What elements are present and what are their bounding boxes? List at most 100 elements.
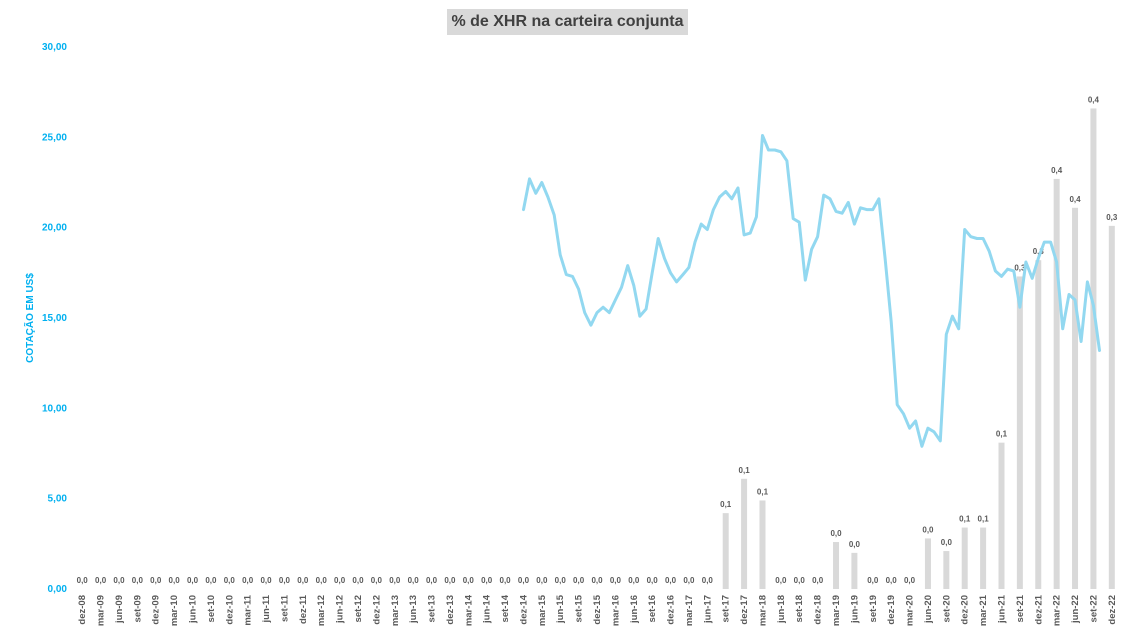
x-tick-label: set-19: [868, 595, 879, 622]
x-tick-label: dez-18: [813, 595, 824, 625]
x-tick-label: dez-12: [371, 595, 382, 625]
x-tick-label: dez-20: [960, 595, 971, 625]
bar: [943, 551, 950, 589]
x-tick-label: dez-09: [151, 595, 162, 625]
bar: [1108, 225, 1115, 590]
bar: [980, 527, 987, 589]
x-tick-label: set-10: [206, 595, 217, 622]
x-tick-label: mar-15: [537, 594, 548, 626]
bar: [851, 552, 858, 589]
x-tick-label: dez-11: [298, 594, 309, 624]
bar-data-label: 0,0: [941, 538, 953, 547]
bar-data-label: 0,0: [904, 576, 916, 585]
bar: [1072, 207, 1079, 589]
x-tick-label: set-16: [647, 595, 658, 622]
x-tick-label: dez-15: [592, 594, 603, 624]
x-tick-label: mar-11: [243, 594, 254, 625]
x-tick-label: dez-14: [519, 594, 530, 624]
bar-data-label: 0,0: [647, 576, 659, 585]
bar-data-label: 0,0: [463, 576, 475, 585]
x-tick-label: jun-22: [1070, 595, 1081, 624]
x-tick-label: jun-15: [555, 594, 566, 624]
bar: [1035, 260, 1042, 589]
x-tick-label: dez-13: [445, 595, 456, 625]
bar-data-label: 0,0: [573, 576, 585, 585]
bar-data-label: 0,0: [95, 576, 107, 585]
bar-data-label: 0,0: [867, 576, 879, 585]
bar-data-label: 0,0: [812, 576, 824, 585]
bar-data-label: 0,0: [113, 576, 125, 585]
x-tick-label: jun-18: [776, 595, 787, 624]
x-tick-label: dez-17: [739, 595, 750, 625]
bar-data-labels: 0,0 0,0 0,0 0,0 0,0 0,0 0,0 0,0 0,0 0,0 0,0 0,0 0,0 0…: [77, 95, 1118, 585]
x-tick-label: dez-21: [1033, 594, 1044, 624]
x-tick-label: mar-09: [96, 595, 107, 626]
bar-data-label: 0,4: [1088, 95, 1100, 104]
bar-data-label: 0,1: [739, 466, 751, 475]
line-series: [522, 134, 1101, 448]
x-tick-label: set-14: [500, 594, 511, 622]
y-tick-label: 10,00: [42, 403, 67, 414]
bar-data-label: 0,0: [260, 576, 272, 585]
x-tick-label: jun-10: [188, 595, 199, 624]
x-tick-label: set-22: [1088, 595, 1099, 622]
x-tick-label: mar-20: [905, 595, 916, 626]
bar-data-label: 0,0: [316, 576, 328, 585]
bar-data-label: 0,0: [279, 576, 291, 585]
y-tick-label: 5,00: [48, 494, 68, 505]
bar-data-label: 0,0: [555, 576, 567, 585]
x-tick-label: set-17: [721, 595, 732, 622]
y-axis: 0,00 5,00 10,00 15,00 20,00 25,00 30,00: [42, 42, 67, 595]
bar-data-label: 0,0: [665, 576, 677, 585]
x-tick-label: jun-09: [114, 595, 125, 624]
x-tick-label: jun-20: [923, 595, 934, 624]
bar-data-label: 0,0: [408, 576, 420, 585]
x-tick-label: mar-10: [169, 595, 180, 626]
y-axis-label: COTAÇÃO EM US$: [23, 273, 36, 363]
bar-data-label: 0,0: [371, 576, 383, 585]
bar-data-label: 0,0: [205, 576, 217, 585]
bar: [741, 478, 748, 589]
bar-data-label: 0,0: [610, 576, 622, 585]
x-tick-label: jun-13: [408, 595, 419, 624]
bar-data-label: 0,0: [775, 576, 787, 585]
x-tick-label: jun-12: [335, 595, 346, 624]
bar-data-label: 0,1: [757, 487, 769, 496]
bar-data-label: 0,0: [922, 525, 934, 534]
bar-data-label: 0,4: [1051, 166, 1063, 175]
bar-data-label: 0,0: [334, 576, 346, 585]
bar-data-label: 0,0: [794, 576, 806, 585]
y-tick-label: 25,00: [42, 132, 67, 143]
x-tick-label: mar-17: [684, 595, 695, 626]
bar-data-label: 0,0: [426, 576, 438, 585]
bar: [1016, 276, 1023, 589]
bar-data-label: 0,0: [683, 576, 695, 585]
x-tick-label: jun-17: [702, 595, 713, 624]
bar-data-label: 0,0: [132, 576, 144, 585]
x-tick-label: dez-10: [224, 595, 235, 625]
bar-data-label: 0,0: [242, 576, 254, 585]
chart-title: % de XHR na carteira conjunta: [447, 9, 688, 35]
x-tick-label: set-12: [353, 595, 364, 622]
bar-data-label: 0,0: [481, 576, 493, 585]
x-axis: dez-08 mar-09 jun-09 set-09 dez-09 mar-10 jun-…: [77, 594, 1118, 626]
line-path: [522, 134, 1101, 448]
x-tick-label: set-13: [427, 595, 438, 622]
x-tick-label: mar-21: [978, 594, 989, 626]
x-tick-label: jun-14: [482, 594, 493, 624]
bar-data-label: 0,1: [978, 515, 990, 524]
x-tick-label: mar-22: [1052, 595, 1063, 626]
bar-data-label: 0,0: [500, 576, 512, 585]
x-tick-label: mar-12: [316, 595, 327, 626]
x-tick-label: jun-19: [849, 595, 860, 624]
x-tick-label: mar-19: [831, 595, 842, 626]
bar-data-label: 0,1: [959, 515, 971, 524]
bar-data-label: 0,0: [187, 576, 199, 585]
bar-data-label: 0,0: [444, 576, 456, 585]
bar-data-label: 0,0: [77, 576, 89, 585]
x-tick-label: set-15: [574, 594, 585, 622]
x-tick-label: mar-13: [390, 595, 401, 626]
bar-data-label: 0,0: [169, 576, 181, 585]
bar-data-label: 0,1: [720, 500, 732, 509]
